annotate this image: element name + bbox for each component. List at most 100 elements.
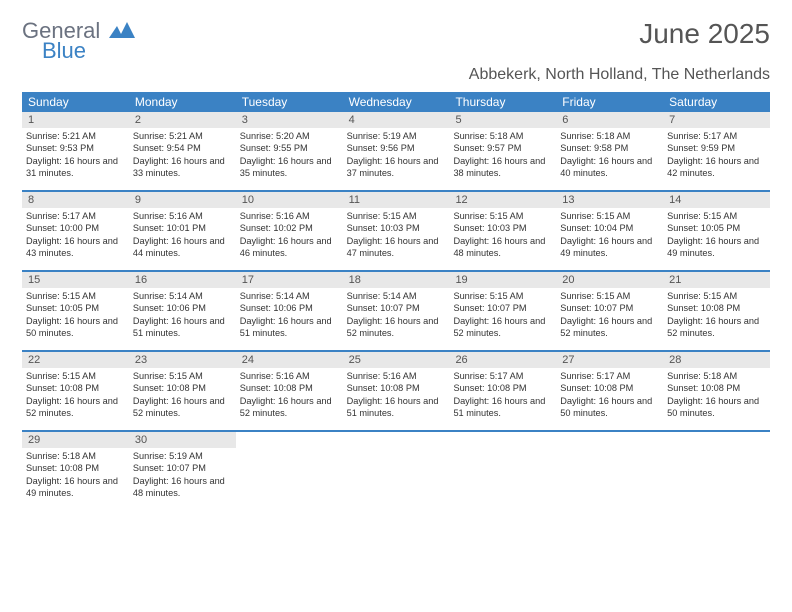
day-body: Sunrise: 5:21 AMSunset: 9:54 PMDaylight:… [129,128,236,182]
day-body: Sunrise: 5:14 AMSunset: 10:07 PMDaylight… [343,288,450,342]
day-body: Sunrise: 5:15 AMSunset: 10:05 PMDaylight… [663,208,770,262]
day-cell [236,432,343,510]
day-body: Sunrise: 5:19 AMSunset: 9:56 PMDaylight:… [343,128,450,182]
day-cell [343,432,450,510]
day-body: Sunrise: 5:16 AMSunset: 10:08 PMDaylight… [343,368,450,422]
day-number: 3 [236,112,343,128]
day-body: Sunrise: 5:18 AMSunset: 9:58 PMDaylight:… [556,128,663,182]
weekday-label: Monday [129,92,236,112]
day-number: 13 [556,192,663,208]
day-number: 12 [449,192,556,208]
day-cell: 23Sunrise: 5:15 AMSunset: 10:08 PMDaylig… [129,352,236,430]
day-number: 24 [236,352,343,368]
day-body: Sunrise: 5:15 AMSunset: 10:07 PMDaylight… [556,288,663,342]
day-body: Sunrise: 5:17 AMSunset: 9:59 PMDaylight:… [663,128,770,182]
week-row: 8Sunrise: 5:17 AMSunset: 10:00 PMDayligh… [22,192,770,272]
day-number: 2 [129,112,236,128]
day-body: Sunrise: 5:15 AMSunset: 10:03 PMDaylight… [343,208,450,262]
day-cell: 11Sunrise: 5:15 AMSunset: 10:03 PMDaylig… [343,192,450,270]
day-cell: 28Sunrise: 5:18 AMSunset: 10:08 PMDaylig… [663,352,770,430]
day-cell: 3Sunrise: 5:20 AMSunset: 9:55 PMDaylight… [236,112,343,190]
day-cell: 20Sunrise: 5:15 AMSunset: 10:07 PMDaylig… [556,272,663,350]
day-cell: 4Sunrise: 5:19 AMSunset: 9:56 PMDaylight… [343,112,450,190]
day-cell: 19Sunrise: 5:15 AMSunset: 10:07 PMDaylig… [449,272,556,350]
header: General Blue June 2025 [22,18,770,64]
day-cell: 2Sunrise: 5:21 AMSunset: 9:54 PMDaylight… [129,112,236,190]
day-cell: 26Sunrise: 5:17 AMSunset: 10:08 PMDaylig… [449,352,556,430]
day-body: Sunrise: 5:15 AMSunset: 10:08 PMDaylight… [129,368,236,422]
day-body: Sunrise: 5:18 AMSunset: 10:08 PMDaylight… [22,448,129,502]
weekday-label: Wednesday [343,92,450,112]
day-number: 17 [236,272,343,288]
location-text: Abbekerk, North Holland, The Netherlands [22,66,770,84]
day-number: 28 [663,352,770,368]
day-body: Sunrise: 5:15 AMSunset: 10:03 PMDaylight… [449,208,556,262]
day-body: Sunrise: 5:15 AMSunset: 10:08 PMDaylight… [22,368,129,422]
day-body: Sunrise: 5:15 AMSunset: 10:04 PMDaylight… [556,208,663,262]
day-number: 6 [556,112,663,128]
day-body: Sunrise: 5:20 AMSunset: 9:55 PMDaylight:… [236,128,343,182]
calendar: SundayMondayTuesdayWednesdayThursdayFrid… [22,92,770,510]
day-cell: 25Sunrise: 5:16 AMSunset: 10:08 PMDaylig… [343,352,450,430]
day-cell: 29Sunrise: 5:18 AMSunset: 10:08 PMDaylig… [22,432,129,510]
day-number: 16 [129,272,236,288]
day-cell: 10Sunrise: 5:16 AMSunset: 10:02 PMDaylig… [236,192,343,270]
day-number: 15 [22,272,129,288]
day-cell: 22Sunrise: 5:15 AMSunset: 10:08 PMDaylig… [22,352,129,430]
day-body: Sunrise: 5:14 AMSunset: 10:06 PMDaylight… [236,288,343,342]
day-cell: 7Sunrise: 5:17 AMSunset: 9:59 PMDaylight… [663,112,770,190]
day-cell: 17Sunrise: 5:14 AMSunset: 10:06 PMDaylig… [236,272,343,350]
day-number: 22 [22,352,129,368]
weekday-label: Thursday [449,92,556,112]
day-cell: 18Sunrise: 5:14 AMSunset: 10:07 PMDaylig… [343,272,450,350]
day-body: Sunrise: 5:16 AMSunset: 10:01 PMDaylight… [129,208,236,262]
week-row: 15Sunrise: 5:15 AMSunset: 10:05 PMDaylig… [22,272,770,352]
day-number: 9 [129,192,236,208]
day-body: Sunrise: 5:21 AMSunset: 9:53 PMDaylight:… [22,128,129,182]
day-cell: 24Sunrise: 5:16 AMSunset: 10:08 PMDaylig… [236,352,343,430]
logo: General Blue [22,18,135,64]
weekday-label: Tuesday [236,92,343,112]
day-cell: 8Sunrise: 5:17 AMSunset: 10:00 PMDayligh… [22,192,129,270]
week-row: 1Sunrise: 5:21 AMSunset: 9:53 PMDaylight… [22,112,770,192]
day-cell: 6Sunrise: 5:18 AMSunset: 9:58 PMDaylight… [556,112,663,190]
day-cell: 13Sunrise: 5:15 AMSunset: 10:04 PMDaylig… [556,192,663,270]
day-cell: 12Sunrise: 5:15 AMSunset: 10:03 PMDaylig… [449,192,556,270]
day-body: Sunrise: 5:16 AMSunset: 10:02 PMDaylight… [236,208,343,262]
day-body: Sunrise: 5:14 AMSunset: 10:06 PMDaylight… [129,288,236,342]
day-cell: 5Sunrise: 5:18 AMSunset: 9:57 PMDaylight… [449,112,556,190]
day-number: 25 [343,352,450,368]
weekday-label: Saturday [663,92,770,112]
weekday-label: Sunday [22,92,129,112]
day-number: 7 [663,112,770,128]
day-number: 26 [449,352,556,368]
day-body: Sunrise: 5:17 AMSunset: 10:08 PMDaylight… [449,368,556,422]
day-number: 30 [129,432,236,448]
day-body: Sunrise: 5:19 AMSunset: 10:07 PMDaylight… [129,448,236,502]
day-number: 27 [556,352,663,368]
day-number: 10 [236,192,343,208]
day-cell: 1Sunrise: 5:21 AMSunset: 9:53 PMDaylight… [22,112,129,190]
day-body: Sunrise: 5:17 AMSunset: 10:08 PMDaylight… [556,368,663,422]
day-cell: 14Sunrise: 5:15 AMSunset: 10:05 PMDaylig… [663,192,770,270]
weekday-label: Friday [556,92,663,112]
day-cell: 9Sunrise: 5:16 AMSunset: 10:01 PMDayligh… [129,192,236,270]
day-cell: 30Sunrise: 5:19 AMSunset: 10:07 PMDaylig… [129,432,236,510]
day-body: Sunrise: 5:16 AMSunset: 10:08 PMDaylight… [236,368,343,422]
day-cell [556,432,663,510]
day-number: 29 [22,432,129,448]
day-number: 18 [343,272,450,288]
day-number: 8 [22,192,129,208]
day-cell: 27Sunrise: 5:17 AMSunset: 10:08 PMDaylig… [556,352,663,430]
day-number: 5 [449,112,556,128]
day-number: 14 [663,192,770,208]
logo-icon [109,25,135,42]
day-number: 1 [22,112,129,128]
day-cell [449,432,556,510]
day-cell [663,432,770,510]
day-cell: 21Sunrise: 5:15 AMSunset: 10:08 PMDaylig… [663,272,770,350]
day-number: 21 [663,272,770,288]
day-body: Sunrise: 5:15 AMSunset: 10:07 PMDaylight… [449,288,556,342]
day-body: Sunrise: 5:17 AMSunset: 10:00 PMDaylight… [22,208,129,262]
day-number: 23 [129,352,236,368]
